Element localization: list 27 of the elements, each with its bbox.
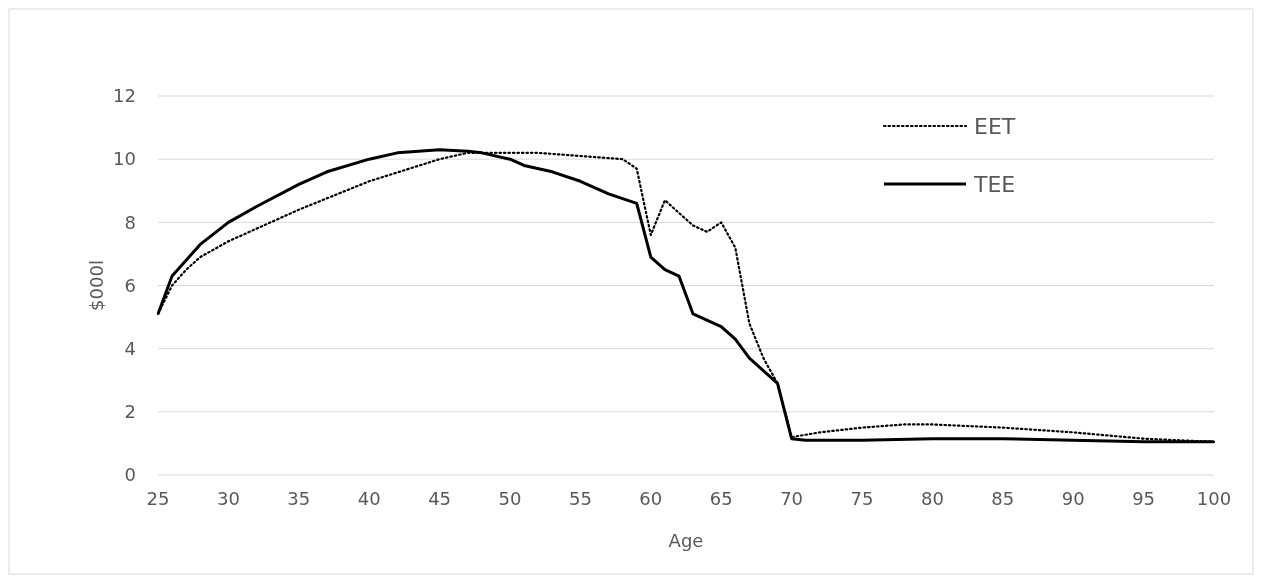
x-axis-title: Age — [668, 530, 704, 551]
legend-label: EET — [974, 113, 1016, 139]
y-tick-label: 8 — [124, 211, 136, 233]
x-tick-label: 95 — [1132, 488, 1156, 509]
x-tick-label: 90 — [1061, 488, 1085, 509]
x-tick-label: 70 — [780, 488, 804, 509]
x-tick-label: 80 — [920, 488, 944, 509]
x-tick-label: 35 — [287, 488, 311, 509]
x-tick-label: 75 — [850, 488, 874, 509]
x-tick-label: 100 — [1196, 488, 1232, 509]
x-tick-label: 60 — [639, 488, 663, 509]
x-tick-label: 85 — [991, 488, 1015, 509]
y-tick-label: 0 — [124, 464, 136, 486]
x-tick-label: 65 — [709, 488, 733, 509]
legend-label: TEE — [973, 171, 1016, 197]
x-tick-label: 50 — [498, 488, 522, 509]
x-tick-label: 55 — [568, 488, 592, 509]
y-tick-label: 12 — [113, 85, 136, 107]
y-axis-title: $000l — [86, 260, 107, 311]
y-tick-label: 4 — [124, 337, 136, 359]
x-tick-label: 25 — [146, 488, 170, 509]
x-tick-label: 40 — [357, 488, 381, 509]
y-tick-label: 2 — [124, 401, 136, 423]
x-tick-label: 45 — [428, 488, 452, 509]
x-tick-label: 30 — [216, 488, 240, 509]
y-tick-label: 6 — [124, 274, 136, 296]
y-tick-label: 10 — [113, 148, 136, 170]
